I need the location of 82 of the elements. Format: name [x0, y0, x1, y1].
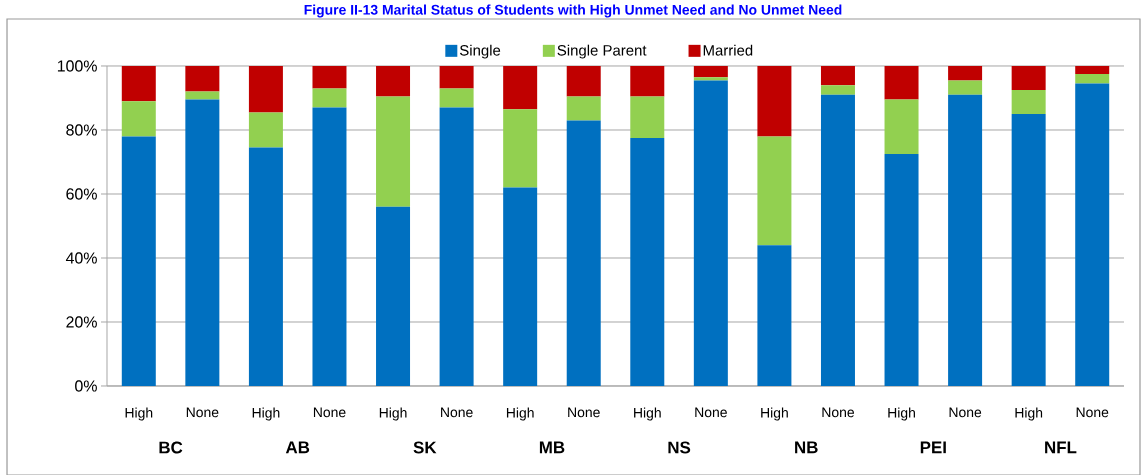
- x-tick-label: High: [379, 407, 407, 421]
- bar: [503, 109, 538, 188]
- text: BC: [159, 441, 183, 454]
- y-tick-label: 80%: [66, 124, 97, 136]
- y-tick-label: 40%: [65, 252, 97, 264]
- bar: [1075, 83, 1110, 386]
- text: NFL: [1045, 441, 1077, 454]
- x-tick-label: None: [822, 407, 855, 418]
- bar: [185, 65, 220, 92]
- bar: [439, 107, 474, 386]
- bar: [376, 206, 411, 386]
- x-tick-label: High: [252, 407, 280, 421]
- bar: [1075, 73, 1110, 84]
- bar: [693, 65, 728, 78]
- y-tick-label: 20%: [66, 316, 97, 328]
- bar: [693, 77, 728, 81]
- bar: [884, 65, 919, 100]
- x-tick-label: None: [441, 407, 473, 418]
- bar: [630, 96, 665, 138]
- bar: [185, 91, 220, 100]
- bar: [884, 99, 919, 154]
- bar: [820, 85, 855, 95]
- bar: [312, 65, 347, 89]
- legend-label: Single: [459, 44, 501, 59]
- bar: [757, 136, 792, 246]
- bar: [1011, 89, 1046, 114]
- bar: [503, 187, 538, 386]
- bar: [121, 136, 156, 386]
- x-tick-label: High: [761, 407, 788, 421]
- bar: [630, 65, 665, 97]
- x-tick-label: None: [313, 407, 346, 418]
- bar: [439, 88, 474, 108]
- y-tick-label: 0%: [75, 380, 97, 392]
- y-tick-label: 60%: [66, 188, 97, 200]
- bar: [566, 120, 601, 386]
- x-tick-label: High: [634, 407, 661, 421]
- bar: [884, 153, 919, 386]
- bar: [948, 65, 983, 81]
- text: NS: [668, 441, 691, 454]
- bar: [820, 65, 855, 86]
- bar: [566, 65, 601, 97]
- bar: [1011, 65, 1046, 90]
- text: AB: [285, 441, 310, 454]
- x-tick-label: None: [186, 407, 219, 418]
- x-tick-label: None: [568, 407, 600, 418]
- bar: [376, 65, 411, 97]
- bar: [248, 112, 283, 148]
- x-tick-label: None: [1076, 407, 1109, 418]
- bar: [1011, 113, 1046, 386]
- bar: [503, 65, 538, 110]
- bar: [757, 65, 792, 137]
- x-tick-label: High: [125, 407, 153, 421]
- bar: [693, 80, 728, 386]
- bar: [1075, 65, 1110, 74]
- text: NB: [795, 441, 818, 454]
- bar: [376, 96, 411, 207]
- x-tick-label: None: [695, 407, 727, 418]
- bar: [566, 96, 601, 121]
- bar: [757, 245, 792, 386]
- bar: [312, 88, 347, 108]
- bar: [185, 99, 220, 386]
- bar: [312, 107, 347, 386]
- legend-label: Married: [703, 44, 753, 56]
- bar: [630, 137, 665, 386]
- text: PEI: [920, 441, 946, 454]
- bar: [948, 80, 983, 95]
- text: MB: [539, 441, 565, 454]
- x-tick-label: High: [888, 407, 915, 421]
- chart-title: Figure II-13 Marital Status of Students with High Unmet Need and No Unmet Need: [304, 4, 842, 18]
- bar: [820, 94, 855, 386]
- x-tick-label: High: [1015, 407, 1043, 421]
- bar: [948, 94, 983, 386]
- x-tick-label: High: [506, 407, 534, 421]
- bar: [121, 65, 156, 102]
- legend-label: Single Parent: [557, 44, 647, 59]
- y-tick-label: 100%: [57, 60, 97, 72]
- text: SK: [413, 441, 437, 454]
- bar: [248, 147, 283, 386]
- bar: [248, 65, 283, 113]
- x-tick-label: None: [949, 407, 982, 418]
- bar: [439, 65, 474, 89]
- bar: [121, 101, 156, 137]
